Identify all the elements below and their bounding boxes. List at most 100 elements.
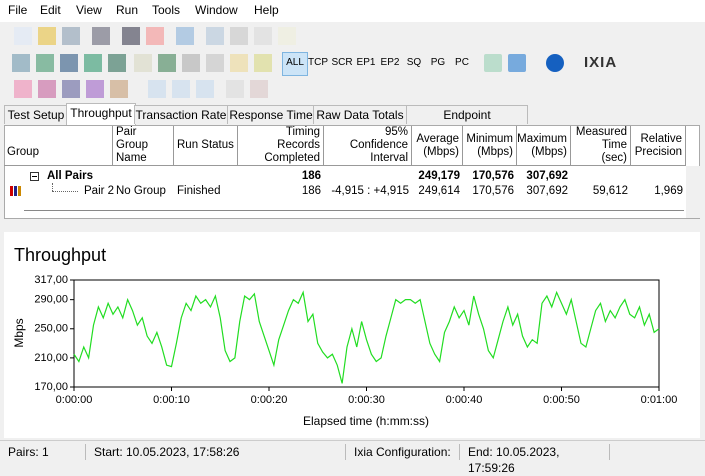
y-tick-label: 210,00	[34, 352, 68, 364]
toolbar-icon[interactable]	[12, 54, 30, 72]
menu-item[interactable]: View	[76, 3, 102, 17]
toolbar-icon[interactable]	[250, 80, 268, 98]
x-tick-label: 0:00:40	[446, 394, 483, 406]
table-cell: 249,179	[418, 170, 460, 182]
table-cell: 170,576	[472, 170, 514, 182]
filter-button[interactable]: PG	[430, 57, 446, 68]
toolbar-icon[interactable]	[508, 54, 526, 72]
chart-title: Throughput	[14, 245, 106, 265]
filter-button[interactable]: PC	[455, 57, 469, 68]
menu-item[interactable]: Run	[116, 3, 139, 17]
throughput-line	[73, 290, 660, 384]
column-header[interactable]: Pair Group Name	[113, 126, 174, 166]
column-header[interactable]: Timing Records Completed	[238, 126, 324, 166]
toolbar-icon[interactable]	[158, 54, 176, 72]
toolbar-icon[interactable]	[148, 80, 166, 98]
table-cell: 307,692	[526, 170, 568, 182]
toolbar-icon[interactable]	[92, 27, 110, 45]
toolbar-icon[interactable]	[84, 54, 102, 72]
tab[interactable]: Raw Data Totals	[313, 105, 407, 124]
toolbar-icon[interactable]	[122, 27, 140, 45]
tab[interactable]: Transaction Rate	[134, 105, 228, 124]
column-header[interactable]: Relative Precision	[631, 126, 686, 166]
x-axis-label: Elapsed time (h:mm:ss)	[303, 414, 429, 428]
x-tick-label: 0:01:00	[641, 394, 678, 406]
status-bar: Pairs: 1 Start: 10.05.2023, 17:58:26 Ixia …	[0, 440, 705, 475]
table-cell: 249,614	[418, 185, 460, 197]
toolbar-icon[interactable]	[146, 27, 164, 45]
x-tick-label: 0:00:20	[251, 394, 288, 406]
column-header[interactable]: 95% Confidence Interval	[324, 126, 412, 166]
y-tick-label: 170,00	[34, 381, 68, 393]
table-cell: Pair 2	[84, 185, 115, 197]
toolbar-icon[interactable]	[226, 80, 244, 98]
table-cell: Finished	[177, 185, 221, 197]
column-header[interactable]: Average (Mbps)	[412, 126, 463, 166]
toolbar-icon[interactable]	[254, 27, 272, 45]
toolbar-icon[interactable]	[14, 27, 32, 45]
status-field: Ixia Configuration:	[346, 444, 460, 460]
tree-line	[52, 191, 78, 193]
filter-button[interactable]: SQ	[406, 57, 422, 68]
menu-item[interactable]: File	[8, 3, 28, 17]
toolbar-icon[interactable]	[62, 27, 80, 45]
y-tick-label: 290,00	[34, 294, 68, 306]
x-tick-label: 0:00:00	[56, 394, 93, 406]
filter-button[interactable]: TCP	[308, 57, 328, 68]
toolbar-icon[interactable]	[172, 80, 190, 98]
filter-button[interactable]: ALL	[286, 57, 304, 68]
separator	[24, 210, 684, 211]
table-cell: No Group	[116, 185, 166, 197]
active-button-bg	[282, 52, 308, 76]
table-cell: 1,969	[654, 185, 683, 197]
tab[interactable]: Endpoint Configuration	[406, 105, 528, 140]
toolbar-icon[interactable]	[86, 80, 104, 98]
menu-item[interactable]: Window	[195, 3, 238, 17]
menu-item[interactable]: Tools	[152, 3, 181, 17]
toolbar-icon[interactable]	[196, 80, 214, 98]
filter-button[interactable]: EP2	[380, 57, 400, 68]
column-header[interactable]: Run Status	[174, 126, 238, 166]
chart: Throughput Mbps Elapsed time (h:mm:ss) 1…	[4, 232, 700, 438]
filter-button[interactable]: EP1	[356, 57, 376, 68]
toolbar-icon[interactable]	[278, 27, 296, 45]
column-header[interactable]: Minimum (Mbps)	[463, 126, 517, 166]
table-cell: 186	[301, 170, 321, 182]
minus	[32, 176, 37, 177]
toolbar-icon[interactable]	[38, 27, 56, 45]
toolbar-icon[interactable]	[546, 54, 564, 72]
toolbar-icon[interactable]	[60, 54, 78, 72]
toolbar-icon[interactable]	[14, 80, 32, 98]
toolbar-icon[interactable]	[254, 54, 272, 72]
toolbar-icon[interactable]	[484, 54, 502, 72]
menu-item[interactable]: Edit	[40, 3, 61, 17]
tab[interactable]: Throughput	[66, 103, 136, 125]
toolbar-icon[interactable]	[110, 80, 128, 98]
toolbar-icon[interactable]	[230, 54, 248, 72]
table-cell: 307,692	[526, 185, 568, 197]
toolbar-icon[interactable]	[134, 54, 152, 72]
toolbar-icon[interactable]	[36, 54, 54, 72]
x-tick-label: 0:00:50	[543, 394, 580, 406]
toolbar-icon[interactable]	[62, 80, 80, 98]
toolbar-icon[interactable]	[230, 27, 248, 45]
toolbar-icon[interactable]	[108, 54, 126, 72]
toolbar-icon[interactable]	[206, 54, 224, 72]
column-header[interactable]: Group	[4, 126, 113, 166]
tree-line	[52, 183, 54, 191]
results-table	[4, 125, 700, 219]
x-tick-label: 0:00:10	[153, 394, 190, 406]
column-header[interactable]: Maximum (Mbps)	[517, 126, 571, 166]
toolbar-icon[interactable]	[206, 27, 224, 45]
tab[interactable]: Response Time	[227, 105, 315, 124]
toolbar-icon[interactable]	[176, 27, 194, 45]
filter-button[interactable]: SCR	[331, 57, 353, 68]
toolbar-icon[interactable]	[182, 54, 200, 72]
toolbar-icon[interactable]	[38, 80, 56, 98]
toolbars	[0, 24, 705, 104]
menu-item[interactable]: Help	[254, 3, 279, 17]
status-field: End: 10.05.2023, 17:59:26	[460, 444, 610, 475]
pair-icon	[10, 186, 22, 196]
column-header[interactable]: Measured Time (sec)	[571, 126, 631, 166]
tab[interactable]: Test Setup	[4, 105, 68, 124]
